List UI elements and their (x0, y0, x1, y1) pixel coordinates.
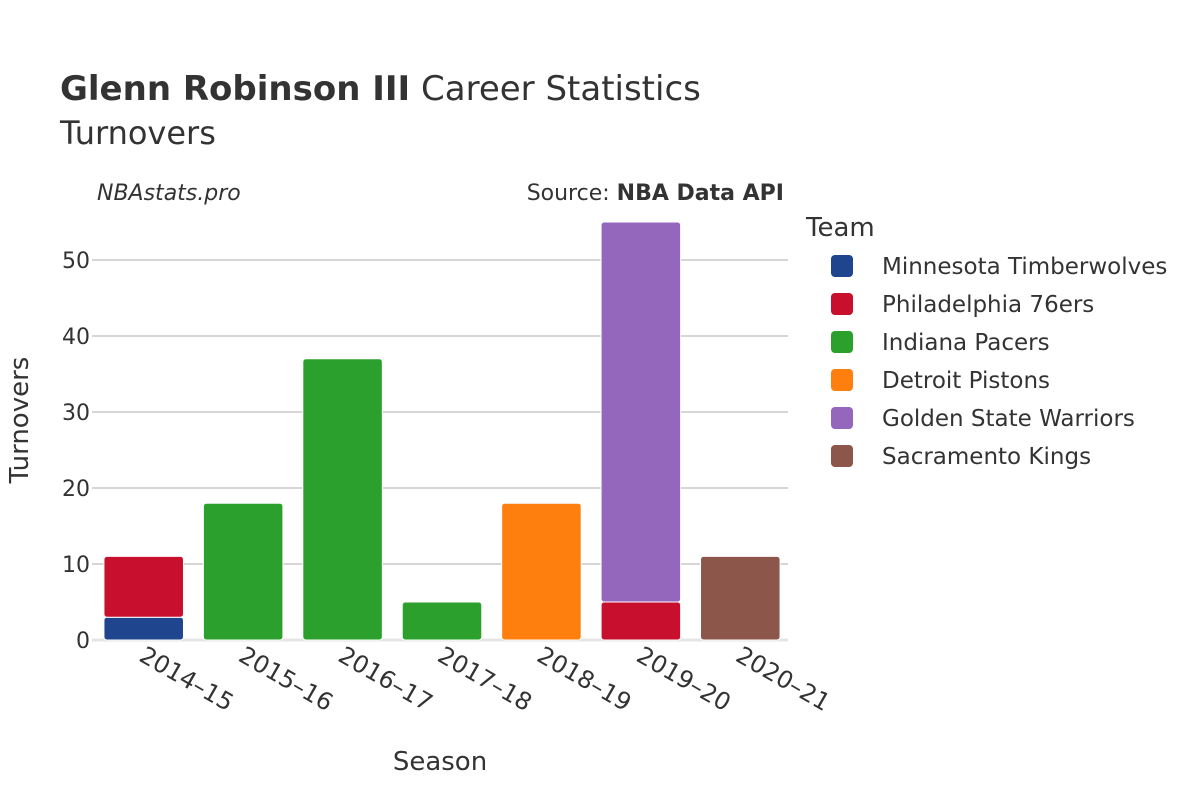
legend-swatch (831, 331, 853, 353)
legend-swatch (831, 407, 853, 429)
y-tick-label: 50 (62, 249, 90, 274)
legend-swatch (831, 255, 853, 277)
legend-item-label: Sacramento Kings (882, 444, 1091, 470)
x-tick-label: 2015–16 (234, 641, 338, 717)
y-tick-labels: 0 10 20 30 40 50 (62, 249, 90, 654)
legend-swatch (831, 293, 853, 315)
chart-title: Glenn Robinson III Career Statistics (60, 69, 701, 109)
legend-swatch (831, 445, 853, 467)
legend-item-label: Philadelphia 76ers (882, 292, 1094, 318)
x-tick-label: 2020–21 (731, 641, 835, 717)
source-name: NBA Data API (617, 181, 784, 206)
source-prefix: Source: (527, 181, 617, 206)
chart-title-bold: Glenn Robinson III (60, 69, 410, 109)
grid-lines (92, 259, 788, 642)
y-tick-label: 40 (62, 325, 90, 350)
legend: Minnesota Timberwolves Philadelphia 76ers… (831, 254, 1167, 470)
x-tick-label: 2014–15 (135, 641, 239, 717)
legend-item-label: Indiana Pacers (882, 330, 1050, 356)
y-tick-label: 20 (62, 477, 90, 502)
legend-item-label: Minnesota Timberwolves (882, 254, 1167, 280)
bar-minnesota-timberwolves-2014–15 (103, 616, 184, 641)
x-tick-label: 2017–18 (433, 641, 537, 717)
legend-item-label: Golden State Warriors (882, 406, 1135, 432)
y-axis-title: Turnovers (5, 357, 35, 485)
bar-indiana-pacers-2016–17 (302, 358, 383, 641)
chart-subtitle: Turnovers (59, 114, 216, 152)
bar-philadelphia-76ers-2014–15 (103, 555, 184, 618)
source-text: Source: NBA Data API (527, 181, 784, 206)
watermark: NBAstats.pro (97, 181, 241, 206)
y-tick-label: 30 (62, 401, 90, 426)
x-axis-title: Season (393, 747, 487, 777)
bar-detroit-pistons-2018–19 (501, 502, 582, 641)
bar-philadelphia-76ers-2019–20 (600, 601, 682, 641)
legend-title: Team (805, 213, 875, 243)
x-tick-labels: 2014–152015–162016–172017–182018–192019–… (135, 641, 835, 717)
y-tick-label: 0 (76, 629, 90, 654)
chart-title-rest: Career Statistics (410, 69, 701, 109)
x-tick-label: 2019–20 (632, 641, 736, 717)
bar-sacramento-kings-2020–21 (700, 555, 781, 641)
bar-indiana-pacers-2017–18 (401, 601, 483, 641)
y-tick-label: 10 (62, 553, 90, 578)
bar-golden-state-warriors-2019–20 (600, 221, 682, 603)
legend-item-label: Detroit Pistons (882, 368, 1050, 394)
bar-indiana-pacers-2015–16 (202, 502, 284, 641)
x-tick-label: 2018–19 (532, 641, 636, 717)
bars (103, 221, 781, 641)
x-tick-label: 2016–17 (334, 641, 438, 717)
legend-swatch (831, 369, 853, 391)
